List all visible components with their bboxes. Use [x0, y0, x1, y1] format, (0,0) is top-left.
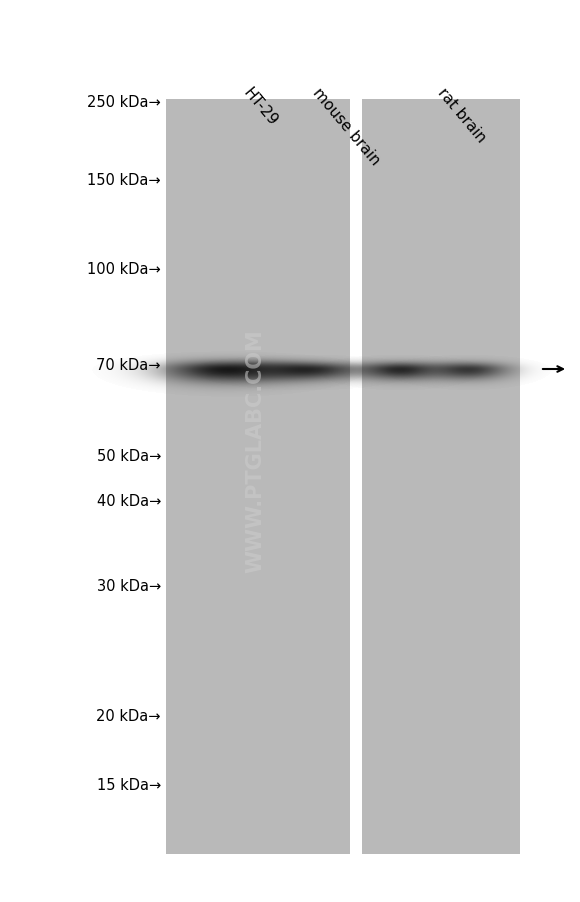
Text: rat brain: rat brain — [435, 86, 489, 145]
Text: 50 kDa→: 50 kDa→ — [97, 448, 161, 463]
Text: 40 kDa→: 40 kDa→ — [97, 493, 161, 508]
Text: WWW.PTGLABC.COM: WWW.PTGLABC.COM — [245, 329, 265, 573]
Text: 250 kDa→: 250 kDa→ — [87, 95, 161, 109]
Text: HT-29: HT-29 — [240, 86, 280, 129]
Text: 15 kDa→: 15 kDa→ — [97, 778, 161, 792]
Text: 150 kDa→: 150 kDa→ — [88, 173, 161, 188]
Text: 100 kDa→: 100 kDa→ — [87, 262, 161, 276]
Text: 30 kDa→: 30 kDa→ — [97, 579, 161, 594]
Text: 20 kDa→: 20 kDa→ — [96, 708, 161, 723]
Text: 70 kDa→: 70 kDa→ — [96, 358, 161, 373]
Text: mouse brain: mouse brain — [310, 86, 383, 168]
